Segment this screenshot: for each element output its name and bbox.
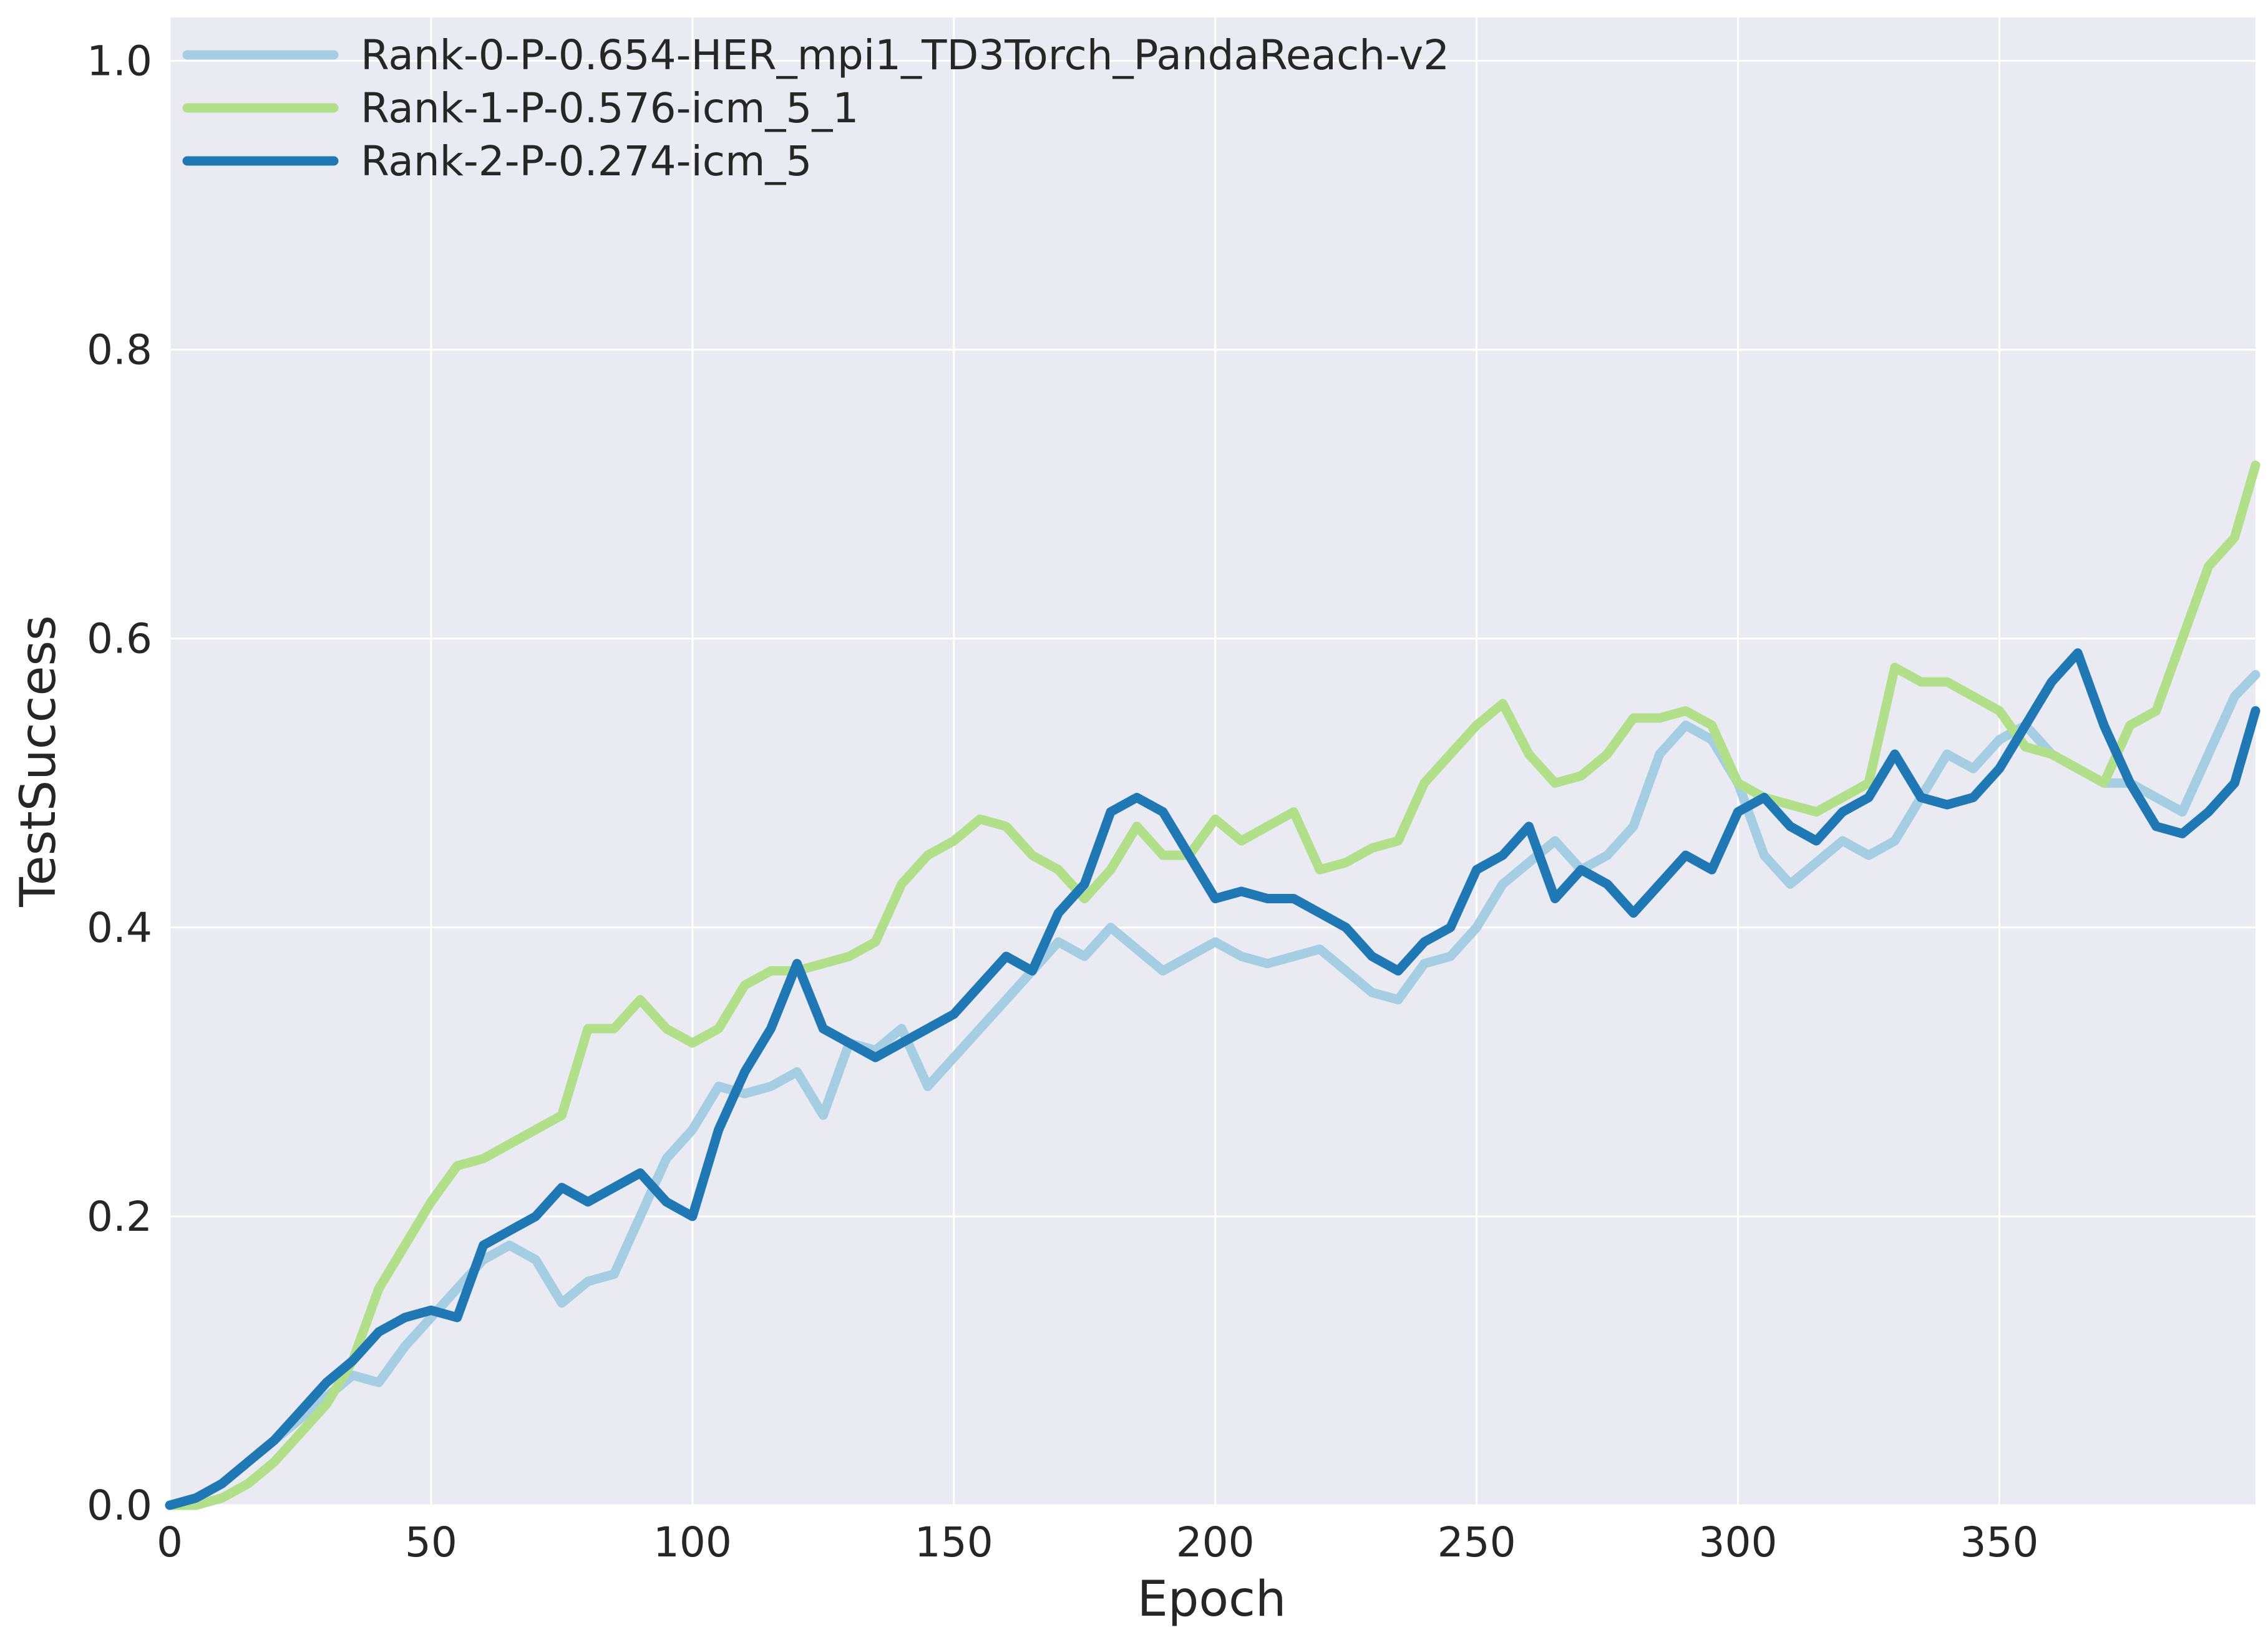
series-lines (165, 460, 2261, 1510)
x-axis-label: Epoch (1137, 1571, 1287, 1628)
legend-label: Rank-1-P-0.576-icm_5_1 (361, 84, 859, 132)
legend-label: Rank-0-P-0.654-HER_mpi1_TD3Torch_PandaRe… (361, 31, 1449, 79)
legend-label: Rank-2-P-0.274-icm_5 (361, 137, 812, 185)
x-tick-label: 300 (1699, 1518, 1778, 1566)
y-tick-label: 1.0 (87, 37, 152, 85)
x-tick-label: 200 (1176, 1518, 1255, 1566)
series-line-2 (165, 648, 2261, 1510)
legend: Rank-0-P-0.654-HER_mpi1_TD3Torch_PandaRe… (182, 31, 1449, 185)
x-tick-label: 0 (157, 1518, 183, 1566)
x-tick-label: 50 (405, 1518, 457, 1566)
series-line-0 (165, 670, 2261, 1510)
tick-labels: 0 50 100 150 200 250 300 350 0.0 0.2 0.4 0.6 0.8 1.0 (87, 37, 2038, 1566)
x-tick-label: 250 (1438, 1518, 1516, 1566)
y-tick-label: 0.2 (87, 1193, 152, 1241)
y-axis-label: TestSuccess (11, 615, 67, 908)
plot-area-background (170, 17, 2256, 1505)
y-tick-label: 0.4 (87, 904, 152, 952)
x-tick-label: 150 (915, 1518, 993, 1566)
x-tick-label: 350 (1960, 1518, 2038, 1566)
x-tick-label: 100 (653, 1518, 732, 1566)
grid-lines (168, 17, 2256, 1507)
series-line-1 (165, 460, 2261, 1510)
y-tick-label: 0.0 (87, 1482, 152, 1530)
y-tick-label: 0.6 (87, 615, 152, 663)
y-tick-label: 0.8 (87, 326, 152, 374)
